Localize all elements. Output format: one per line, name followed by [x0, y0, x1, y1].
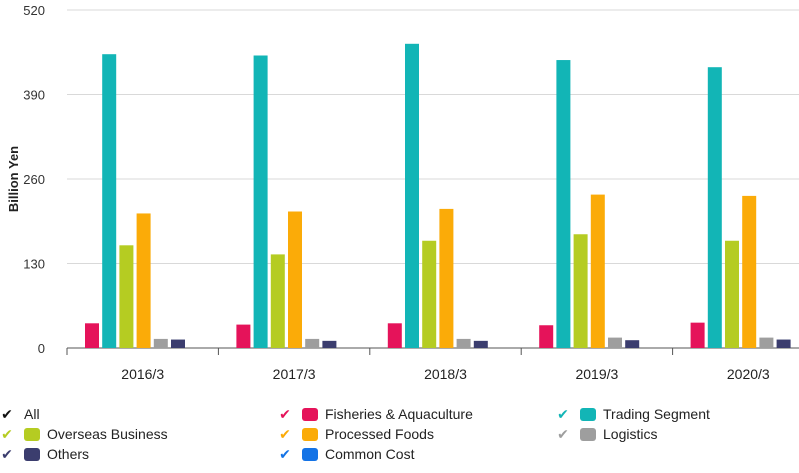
- legend-label: Processed Foods: [325, 426, 434, 442]
- y-tick-label: 0: [38, 341, 45, 356]
- bar-logistics-2017-3: [305, 338, 320, 348]
- legend-swatch: [580, 407, 596, 421]
- legend-swatch: [24, 427, 40, 441]
- y-tick-label: 130: [23, 257, 45, 272]
- x-tick-label: 2019/3: [575, 366, 618, 382]
- bar-overseas-business-2017-3: [270, 254, 285, 348]
- x-tick-label: 2017/3: [273, 366, 316, 382]
- bar-others-2017-3: [322, 340, 337, 348]
- checkmark-icon[interactable]: ✔: [557, 426, 569, 442]
- bar-others-2020-3: [776, 339, 791, 348]
- bar-logistics-2016-3: [153, 338, 168, 348]
- legend-item-common-cost[interactable]: ✔ Common Cost: [278, 444, 414, 464]
- legend-label: Fisheries & Aquaculture: [325, 406, 473, 422]
- bar-trading-segment-2016-3: [102, 54, 117, 348]
- legend-swatch: [24, 447, 40, 461]
- bar-trading-segment-2017-3: [253, 55, 268, 348]
- y-tick-label: 260: [23, 172, 45, 187]
- legend-label: Overseas Business: [47, 426, 168, 442]
- bar-overseas-business-2018-3: [422, 240, 437, 348]
- x-tick-label: 2016/3: [121, 366, 164, 382]
- bar-others-2016-3: [171, 339, 185, 348]
- legend-item-overseas-business[interactable]: ✔ Overseas Business: [0, 424, 168, 444]
- legend-label: Logistics: [603, 426, 658, 442]
- bar-fisheries-aquaculture-2017-3: [236, 324, 251, 348]
- bar-fisheries-aquaculture-2019-3: [539, 325, 554, 348]
- legend-swatch: [580, 427, 596, 441]
- checkmark-icon[interactable]: ✔: [557, 406, 569, 422]
- legend-item-processed-foods[interactable]: ✔ Processed Foods: [278, 424, 434, 444]
- x-tick-label: 2020/3: [727, 366, 770, 382]
- bar-overseas-business-2020-3: [725, 240, 739, 348]
- bar-processed-foods-2018-3: [439, 208, 454, 348]
- legend-item-logistics[interactable]: ✔ Logistics: [556, 424, 657, 444]
- bar-trading-segment-2020-3: [707, 67, 722, 348]
- bar-trading-segment-2018-3: [405, 43, 419, 349]
- bar-logistics-2019-3: [608, 337, 622, 348]
- checkmark-icon[interactable]: ✔: [279, 446, 291, 462]
- bar-processed-foods-2016-3: [136, 213, 151, 348]
- bar-logistics-2018-3: [456, 338, 471, 348]
- bar-others-2018-3: [473, 340, 488, 348]
- y-axis-title: Billion Yen: [6, 146, 21, 212]
- bar-overseas-business-2016-3: [119, 245, 134, 348]
- bar-fisheries-aquaculture-2016-3: [85, 323, 99, 348]
- legend-item-trading-segment[interactable]: ✔ Trading Segment: [556, 404, 710, 424]
- legend-item-all[interactable]: ✔ All: [0, 404, 40, 424]
- bar-processed-foods-2017-3: [288, 211, 302, 348]
- x-tick-label: 2018/3: [424, 366, 467, 382]
- legend-item-others[interactable]: ✔ Others: [0, 444, 89, 464]
- legend-swatch: [302, 447, 318, 461]
- legend-swatch: [302, 427, 318, 441]
- bar-overseas-business-2019-3: [573, 234, 588, 348]
- bar-fisheries-aquaculture-2018-3: [387, 323, 402, 348]
- bar-processed-foods-2019-3: [590, 194, 605, 348]
- y-tick-label: 520: [23, 3, 45, 18]
- legend-label: Others: [47, 446, 90, 462]
- checkmark-icon[interactable]: ✔: [1, 426, 13, 442]
- bar-logistics-2020-3: [759, 337, 774, 348]
- checkmark-icon[interactable]: ✔: [1, 406, 13, 422]
- checkmark-icon[interactable]: ✔: [279, 406, 291, 422]
- legend-label: Common Cost: [325, 446, 415, 462]
- checkmark-icon[interactable]: ✔: [279, 426, 291, 442]
- bar-processed-foods-2020-3: [742, 195, 757, 348]
- legend-swatch: [302, 407, 318, 421]
- bar-others-2019-3: [625, 340, 640, 348]
- chart-legend: ✔ All ✔ Fisheries & Aquaculture ✔ Trading Seg…: [0, 404, 799, 473]
- y-tick-label: 390: [23, 88, 45, 103]
- legend-label: All: [24, 406, 40, 422]
- checkmark-icon[interactable]: ✔: [1, 446, 13, 462]
- bar-trading-segment-2019-3: [556, 60, 571, 349]
- bar-chart: 0 130 260 390 520 Billion Yen 2016/3 2017/3 2018…: [6, 3, 799, 382]
- legend-item-fisheries-aquaculture[interactable]: ✔ Fisheries & Aquaculture: [278, 404, 473, 424]
- legend-label: Trading Segment: [603, 406, 710, 422]
- bar-fisheries-aquaculture-2020-3: [690, 322, 705, 348]
